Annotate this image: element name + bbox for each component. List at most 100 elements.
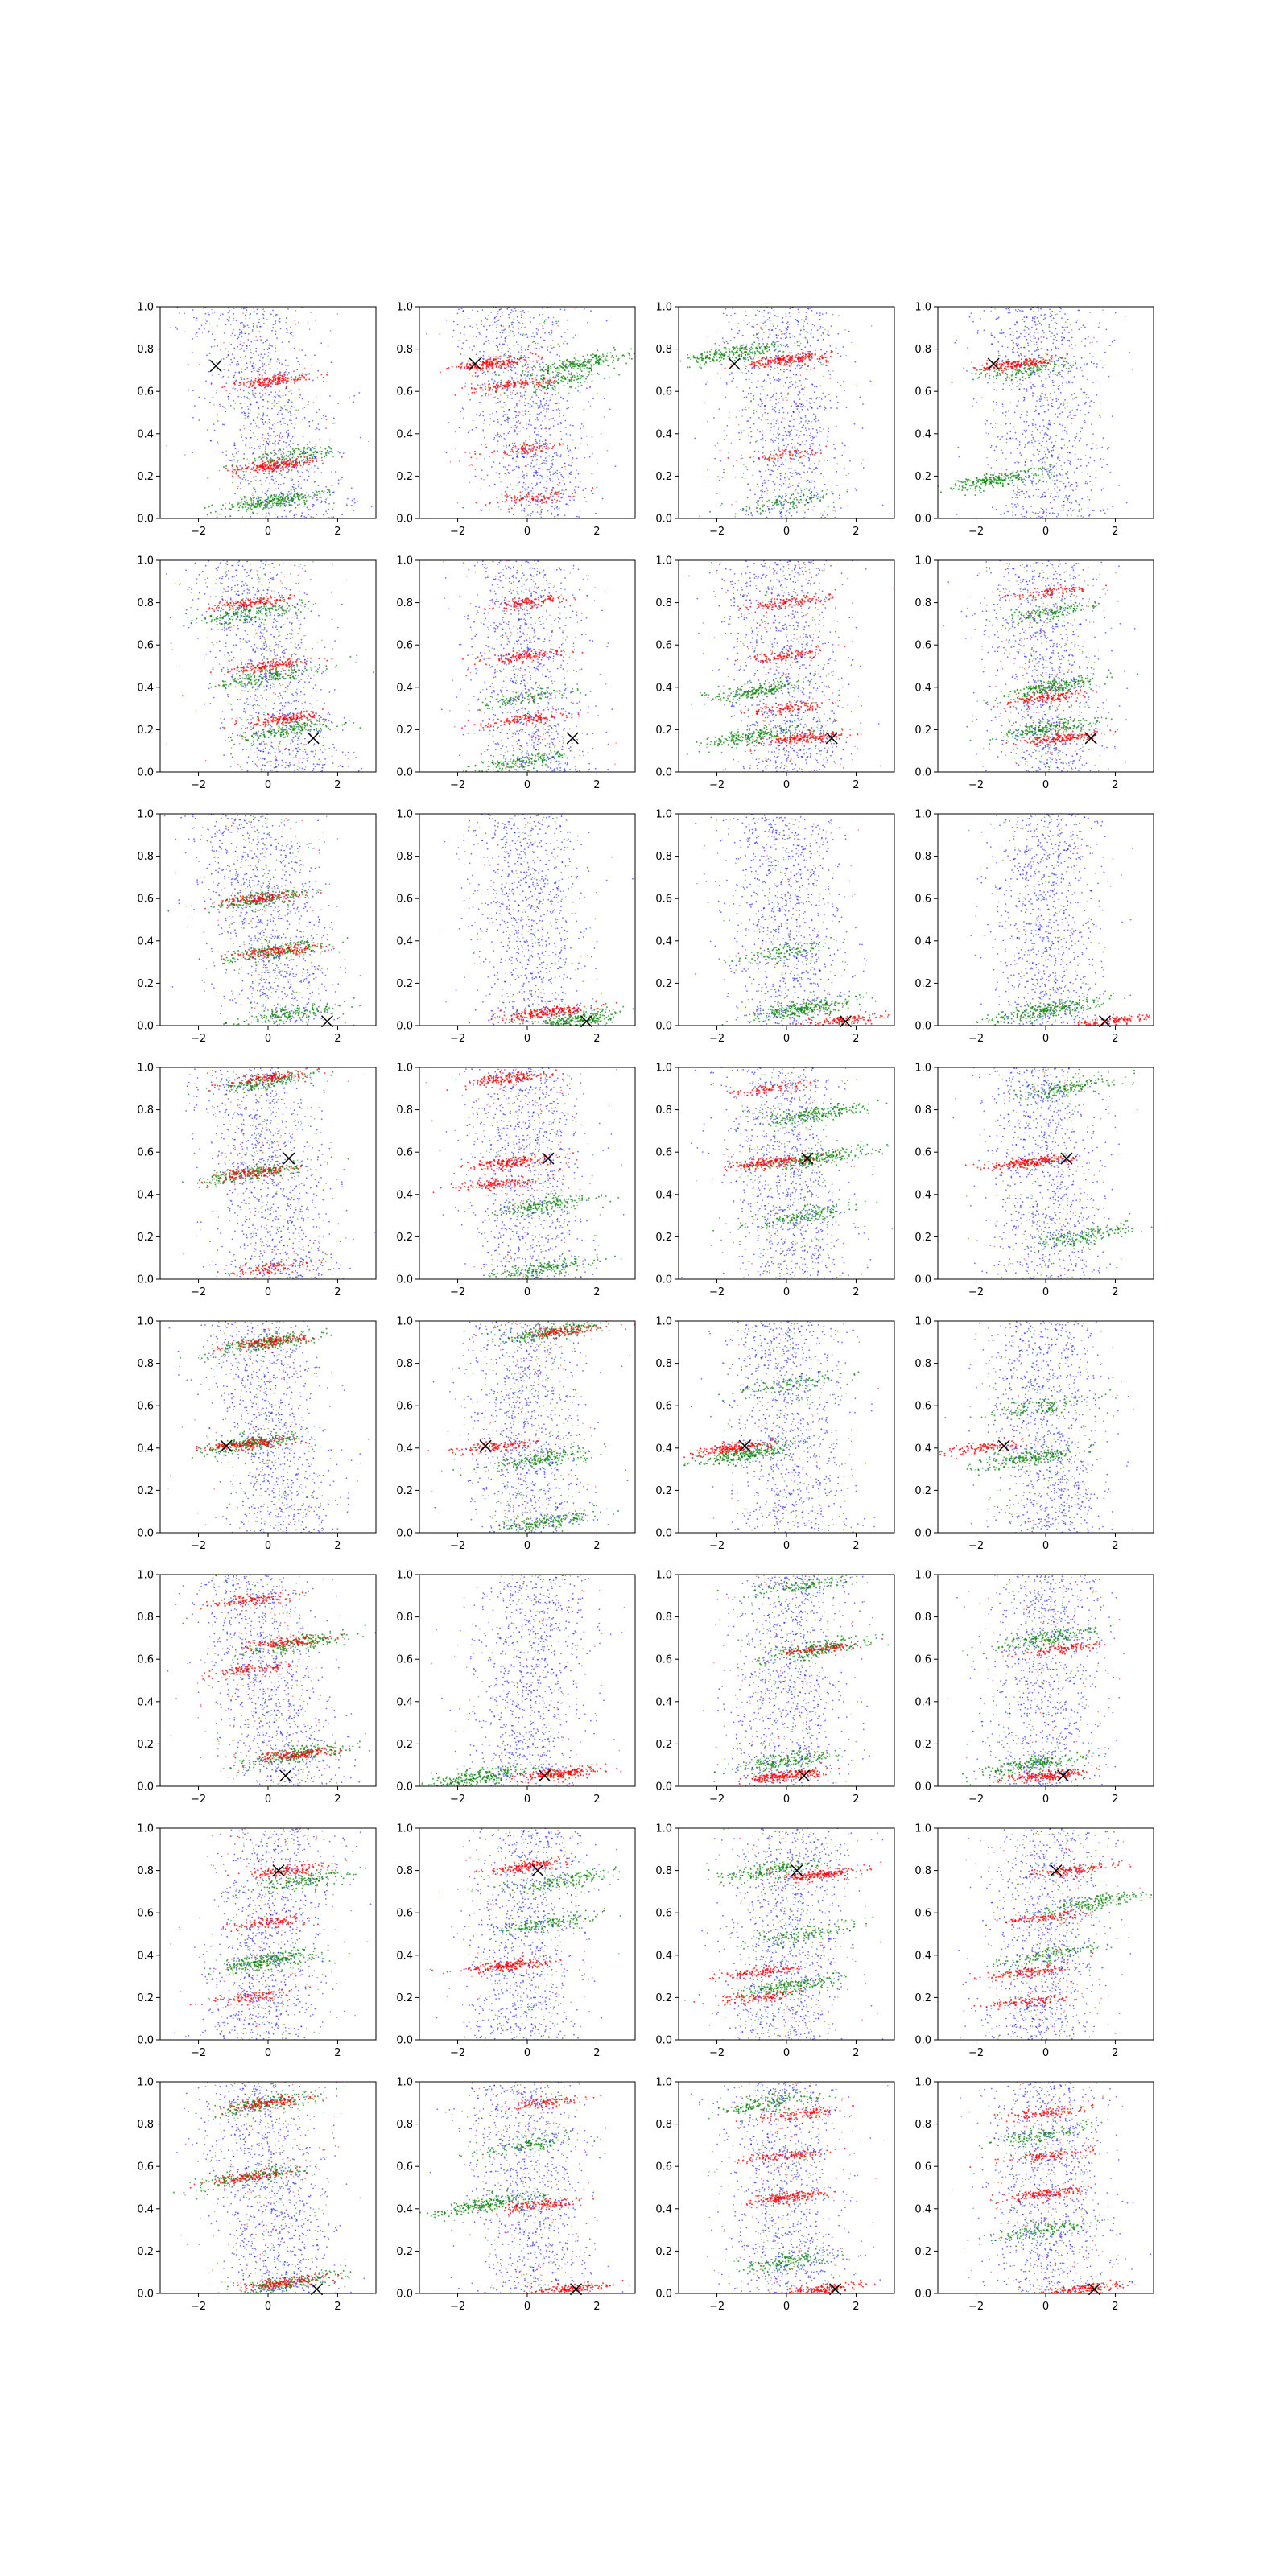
green-point [320,447,322,449]
blue-point [829,374,832,376]
blue-point [753,460,755,463]
red-point [235,471,237,473]
green-point [703,363,705,365]
blue-point [525,515,527,518]
blue-point [327,497,329,499]
green-point [740,345,742,346]
blue-point [234,334,236,336]
green-point [250,409,251,411]
blue-point [788,434,791,436]
blue-point [561,475,564,477]
red-point [522,497,524,500]
blue-point [797,472,799,474]
blue-point [278,487,279,489]
green-point [257,495,259,497]
green-point [577,385,580,387]
green-point [233,456,235,458]
green-point [696,357,699,360]
blue-point [281,407,283,410]
green-point [597,361,600,364]
green-point [283,448,285,451]
red-point [307,460,309,463]
blue-point [266,319,268,320]
y-tick-label: 0.6 [137,386,154,398]
blue-point [750,392,752,394]
blue-point [819,427,821,429]
blue-point [786,510,787,513]
blue-point [323,514,324,516]
green-point [309,454,312,456]
blue-point [303,505,305,507]
green-point [312,452,315,454]
blue-point [816,452,819,453]
blue-point [247,415,250,418]
red-point [277,465,279,468]
blue-point [800,421,802,423]
blue-point [735,501,737,503]
red-point [545,443,547,445]
x-tick-label: 2 [593,526,600,538]
blue-point [530,448,532,451]
red-point [505,381,507,383]
blue-point [254,422,257,424]
blue-point [530,514,531,517]
blue-point [797,320,799,323]
red-point [296,462,299,464]
blue-point [521,351,522,353]
blue-point [481,365,483,367]
blue-point [822,514,824,517]
blue-point [275,314,277,316]
blue-point [508,313,510,316]
red-point [501,385,503,387]
blue-point [584,497,586,498]
red-point [531,495,534,497]
green-point [252,395,254,397]
blue-point [491,378,493,381]
blue-point [267,507,270,510]
red-point [283,464,285,465]
red-point [252,494,254,497]
red-point [502,387,504,390]
blue-point [517,465,519,468]
red-point [540,462,543,464]
blue-point [503,437,506,440]
blue-point [799,340,801,342]
blue-point [506,469,509,471]
blue-point [543,410,544,411]
blue-point [761,485,763,487]
blue-point [725,435,728,436]
blue-point [564,340,566,342]
blue-point [556,476,559,478]
blue-point [774,357,776,358]
blue-point [785,473,786,475]
blue-point [807,502,808,504]
green-point [297,447,299,449]
blue-point [559,421,562,423]
blue-point [301,471,303,473]
blue-point [536,333,538,336]
green-point [281,458,283,460]
blue-point [791,442,793,444]
blue-point [318,408,320,411]
blue-point [525,483,527,485]
blue-point [208,330,210,332]
blue-point [768,317,770,319]
blue-point [283,510,286,512]
blue-point [271,345,273,347]
red-point [515,361,518,364]
green-point [543,321,545,324]
blue-point [497,440,499,443]
blue-point [519,395,522,398]
red-point [484,382,486,385]
blue-point [824,353,827,354]
blue-point [571,407,573,408]
red-point [303,448,305,449]
green-point [262,419,264,421]
blue-point [541,307,543,309]
blue-point [280,407,283,409]
green-point [279,505,282,506]
blue-point [540,424,542,427]
blue-point [507,471,510,473]
blue-point [481,387,483,389]
green-point [251,330,254,332]
